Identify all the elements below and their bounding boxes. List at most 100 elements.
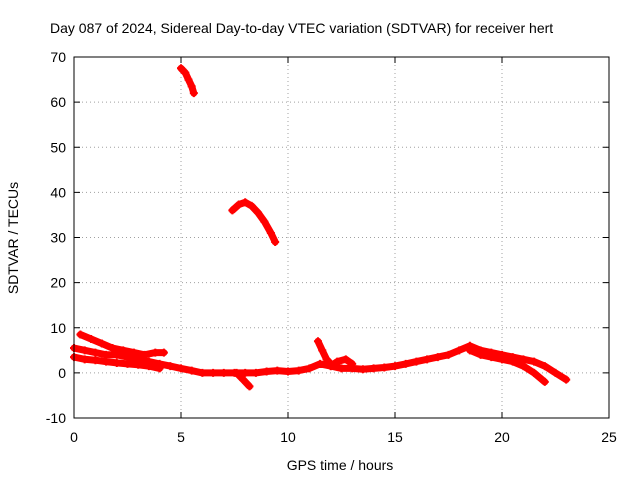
data-point	[247, 201, 256, 210]
data-point	[444, 350, 453, 359]
data-point	[348, 359, 357, 368]
y-tick-label: 10	[50, 320, 66, 336]
data-point	[412, 357, 421, 366]
y-axis-label: SDTVAR / TECUs	[5, 182, 21, 294]
data-point	[508, 357, 517, 366]
data-series	[70, 64, 571, 391]
data-point	[112, 358, 121, 367]
data-point	[498, 355, 506, 364]
data-point	[144, 362, 153, 371]
data-point	[337, 364, 346, 373]
data-point	[134, 360, 143, 369]
x-tick-label: 15	[387, 429, 403, 445]
data-point	[551, 368, 560, 377]
data-point	[219, 368, 228, 377]
data-point	[80, 355, 89, 364]
data-point	[91, 356, 100, 365]
data-point	[476, 350, 485, 359]
data-point	[562, 375, 571, 384]
data-point	[423, 355, 432, 364]
y-tick-label: 40	[50, 184, 66, 200]
data-point	[273, 366, 282, 375]
data-point	[322, 355, 331, 364]
data-point	[119, 346, 128, 355]
series-blip-12h	[327, 355, 356, 370]
data-point	[519, 355, 528, 364]
x-tick-label: 5	[177, 429, 185, 445]
data-point	[187, 82, 196, 91]
data-point	[271, 238, 280, 247]
chart-title: Day 087 of 2024, Sidereal Day-to-day VTE…	[50, 20, 553, 36]
data-point	[530, 368, 539, 377]
x-tick-label: 25	[601, 429, 617, 445]
y-tick-label: -10	[46, 410, 66, 426]
data-point	[333, 357, 342, 366]
data-point	[455, 346, 464, 355]
data-point	[87, 335, 96, 344]
data-point	[234, 200, 243, 209]
data-point	[519, 362, 528, 371]
data-point	[155, 364, 164, 373]
data-point	[316, 359, 325, 368]
data-point	[487, 353, 496, 362]
data-point	[318, 346, 327, 355]
data-point	[326, 362, 335, 371]
data-point	[380, 363, 389, 372]
data-point	[465, 346, 474, 355]
data-point	[151, 348, 160, 357]
data-point	[76, 330, 85, 339]
data-point	[358, 365, 367, 374]
data-point	[245, 382, 254, 391]
data-point	[254, 208, 263, 217]
data-point	[239, 375, 248, 384]
data-point	[177, 364, 185, 373]
data-point	[91, 348, 100, 357]
data-point	[97, 339, 106, 348]
data-point	[159, 348, 168, 357]
data-point	[102, 350, 111, 359]
data-point	[284, 367, 292, 376]
data-point	[241, 198, 250, 207]
data-point	[166, 362, 175, 371]
data-point	[189, 89, 198, 98]
data-point	[102, 357, 111, 366]
data-point	[108, 344, 117, 353]
data-point	[209, 368, 218, 377]
data-point	[177, 64, 185, 73]
data-point	[260, 217, 269, 226]
x-axis-ticks: 0 5 10 15 20 25	[70, 57, 617, 445]
data-point	[433, 353, 442, 362]
data-point	[228, 206, 237, 215]
data-point	[305, 364, 314, 373]
y-tick-label: 0	[58, 365, 66, 381]
data-point	[181, 68, 190, 77]
data-point	[184, 75, 193, 84]
data-point	[80, 346, 89, 355]
x-tick-label: 10	[280, 429, 296, 445]
y-axis-ticks: -10 0 10 20 30 40 50 60 70	[46, 49, 609, 426]
y-tick-label: 60	[50, 94, 66, 110]
data-point	[123, 359, 132, 368]
data-point	[530, 357, 539, 366]
data-point	[369, 364, 378, 373]
data-point	[540, 362, 549, 371]
data-point	[262, 367, 271, 376]
data-point	[140, 350, 149, 359]
data-point	[540, 377, 549, 386]
data-point	[294, 366, 303, 375]
y-tick-label: 70	[50, 49, 66, 65]
x-tick-label: 20	[494, 429, 510, 445]
data-point	[313, 337, 322, 346]
x-tick-label: 0	[70, 429, 78, 445]
data-point	[391, 362, 399, 371]
data-point	[341, 355, 350, 364]
data-point	[266, 228, 275, 237]
y-tick-label: 30	[50, 230, 66, 246]
data-point	[198, 368, 207, 377]
data-point	[232, 368, 241, 377]
data-point	[241, 368, 250, 377]
y-tick-label: 50	[50, 139, 66, 155]
x-axis-label: GPS time / hours	[287, 457, 394, 473]
series-spike-11h	[314, 337, 335, 368]
